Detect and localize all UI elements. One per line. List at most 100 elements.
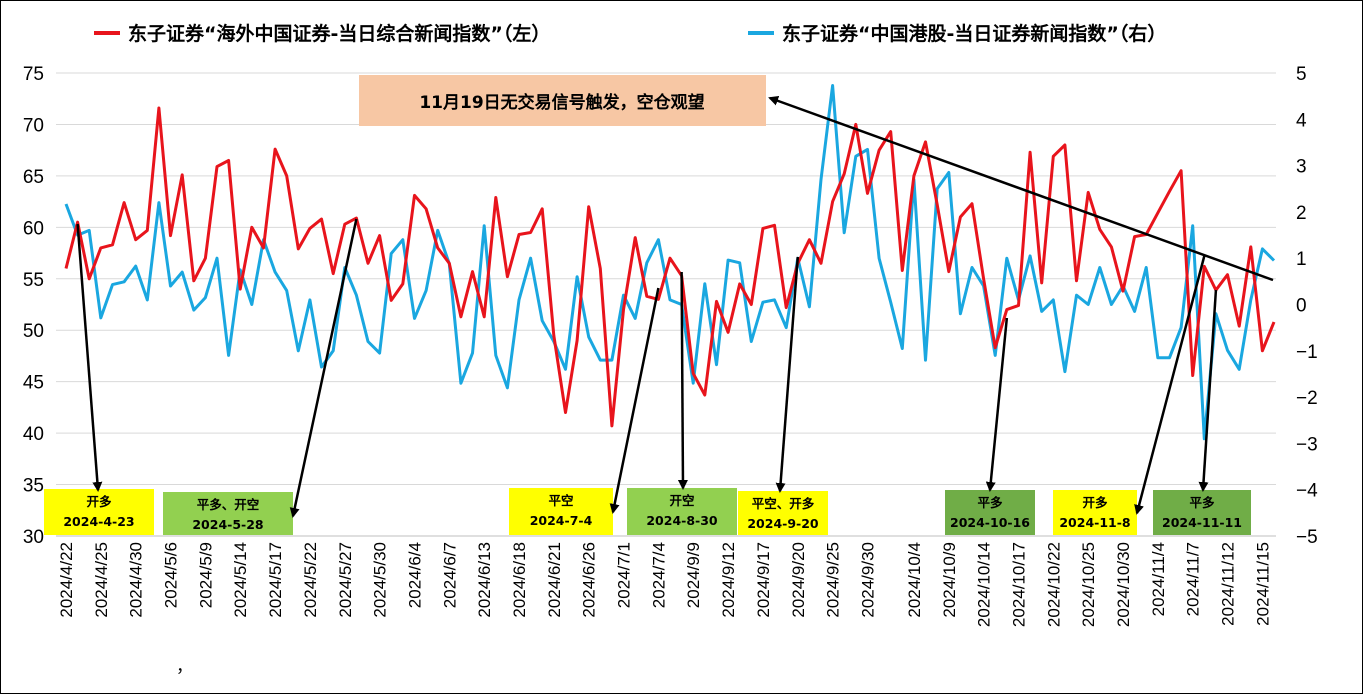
- annotation-box: [163, 492, 293, 535]
- annotation-arrow: [677, 271, 688, 490]
- x-tick-label: 2024/4/25: [92, 542, 111, 618]
- annotation-text: 2024-8-30: [646, 513, 718, 528]
- x-tick-label: 2024/11/15: [1253, 542, 1272, 626]
- x-tick-label: 2024/10/22: [1044, 542, 1063, 627]
- annotation-text: 平空: [548, 493, 573, 508]
- annotation-text: 2024-4-23: [63, 514, 134, 529]
- x-tick-label: 2024/9/25: [824, 542, 843, 618]
- x-tick-label: 2024/10/17: [1009, 542, 1028, 627]
- x-tick-label: 2024/11/4: [1149, 542, 1168, 616]
- y-left-tick-label: 65: [23, 167, 44, 188]
- series-line-2: [64, 84, 1276, 441]
- annotation-text: 2024-5-28: [192, 517, 263, 532]
- y-left-tick-label: 40: [23, 424, 44, 445]
- x-tick-label: 2024/6/7: [440, 542, 459, 608]
- x-tick-label: 2024/5/6: [162, 542, 181, 608]
- x-tick-label: 2024/10/25: [1079, 542, 1098, 627]
- annotation-box: [945, 490, 1035, 535]
- x-tick-label: 2024/7/1: [615, 542, 634, 608]
- annotation-box: [1053, 490, 1137, 535]
- y-left-tick-label: 75: [23, 64, 44, 85]
- annotation-arrow: [775, 256, 800, 493]
- annotation-3: 平空 2024-7-4: [509, 287, 660, 535]
- x-tick-label: 2024/6/13: [475, 542, 494, 618]
- x-tick-label: 2024/6/21: [545, 542, 564, 618]
- legend: 东子证券“海外中国证券-当日综合新闻指数”（左） 东子证券“中国港股-当日证券新闻…: [94, 22, 1166, 45]
- x-tick-label: 2024/5/27: [336, 542, 355, 618]
- x-tick-label: 2024/11/12: [1219, 542, 1238, 626]
- legend-label-1: 东子证券“海外中国证券-当日综合新闻指数”（左）: [128, 22, 550, 45]
- annotation-5: 平空、开多 2024-9-20: [738, 256, 828, 535]
- annotation-box: [627, 488, 737, 535]
- annotation-box: [1153, 490, 1251, 535]
- annotation-text: 2024-10-16: [950, 515, 1030, 530]
- annotation-text: 平多、开空: [197, 497, 260, 512]
- callout: 11月19日无交易信号触发，空仓观望: [359, 75, 1274, 282]
- annotation-text: 2024-11-11: [1162, 515, 1242, 530]
- annotation-text: 平空、开多: [752, 496, 815, 511]
- trade-annotations: 开多 2024-4-23 平多、开空 2024-5-28 平空 2024-7-4 开空 202…: [44, 218, 1251, 535]
- series-line-1: [64, 106, 1276, 428]
- x-tick-label: 2024/5/17: [266, 542, 285, 618]
- x-axis-stray-mark: ，: [176, 657, 193, 676]
- y-right-tick-label: −3: [1296, 434, 1318, 455]
- y-left-tick-label: 55: [23, 270, 44, 291]
- annotation-arrow: [1198, 289, 1218, 492]
- callout-text: 11月19日无交易信号触发，空仓观望: [419, 92, 704, 113]
- x-tick-label: 2024/6/4: [405, 542, 424, 608]
- y-right-tick-label: 4: [1296, 110, 1307, 131]
- x-tick-label: 2024/4/22: [57, 542, 76, 618]
- annotation-8: 平多 2024-11-11: [1153, 289, 1251, 535]
- x-tick-label: 2024/10/30: [1114, 542, 1133, 627]
- y-left-tick-label: 45: [23, 373, 44, 394]
- x-tick-label: 2024/9/12: [719, 542, 738, 618]
- x-tick-label: 2024/5/14: [231, 542, 250, 618]
- annotation-text: 2024-11-8: [1059, 515, 1130, 530]
- annotation-6: 平多 2024-10-16: [945, 317, 1035, 535]
- x-tick-label: 2024/7/4: [649, 542, 668, 608]
- annotation-text: 开多: [1082, 495, 1108, 510]
- x-tick-label: 2024/9/17: [754, 542, 773, 618]
- y-right-tick-label: 3: [1296, 157, 1307, 178]
- annotation-7: 开多 2024-11-8: [1053, 255, 1206, 535]
- annotation-arrow: [985, 317, 1009, 492]
- y-right-tick-label: −4: [1296, 481, 1318, 502]
- x-tick-label: 2024/9/30: [858, 542, 877, 618]
- y-left-tick-label: 50: [23, 321, 44, 342]
- callout-arrow: [768, 96, 1274, 282]
- x-tick-label: 2024/6/26: [580, 542, 599, 618]
- x-axis: 2024/4/22 2024/4/25 2024/4/30 2024/5/6 2024/…: [56, 535, 1276, 676]
- x-tick-label: 2024/4/30: [127, 542, 146, 618]
- annotation-text: 2024-7-4: [530, 513, 593, 528]
- x-tick-label: 2024/10/14: [975, 542, 994, 627]
- callout-box: [359, 75, 766, 126]
- annotation-text: 平多: [1189, 495, 1215, 510]
- y-right-tick-label: 1: [1296, 249, 1307, 270]
- y-right-tick-label: −2: [1296, 388, 1318, 409]
- annotation-box: [738, 491, 828, 535]
- y-left-tick-label: 35: [23, 476, 44, 497]
- x-tick-label: 2024/5/22: [301, 542, 320, 618]
- y-right-tick-label: −5: [1296, 527, 1318, 548]
- annotation-arrow: [609, 287, 660, 514]
- y-axis-left: 30 35 40 45 50 55 60 65 70 75: [23, 64, 44, 548]
- y-right-tick-label: −1: [1296, 342, 1318, 363]
- x-tick-label: 2024/5/30: [371, 542, 390, 618]
- x-tick-label: 2024/11/7: [1184, 542, 1203, 616]
- annotation-1: 开多 2024-4-23: [44, 223, 154, 535]
- annotation-text: 平多: [977, 495, 1003, 510]
- x-tick-label: 2024/6/18: [510, 542, 529, 618]
- x-tick-label: 2024/9/20: [789, 542, 808, 618]
- x-tick-label: 2024/10/9: [940, 542, 959, 618]
- annotation-4: 开空 2024-8-30: [627, 271, 737, 535]
- series-lines: [64, 84, 1276, 441]
- annotation-text: 2024-9-20: [747, 516, 819, 531]
- annotation-2: 平多、开空 2024-5-28: [163, 218, 358, 535]
- x-tick-label: 2024/5/9: [196, 542, 215, 608]
- legend-label-2: 东子证券“中国港股-当日证券新闻指数”（右）: [782, 22, 1166, 45]
- y-left-tick-label: 30: [23, 527, 44, 548]
- y-right-tick-label: 5: [1296, 64, 1307, 85]
- y-right-tick-label: 2: [1296, 203, 1307, 224]
- x-tick-label: 2024/10/4: [905, 542, 924, 618]
